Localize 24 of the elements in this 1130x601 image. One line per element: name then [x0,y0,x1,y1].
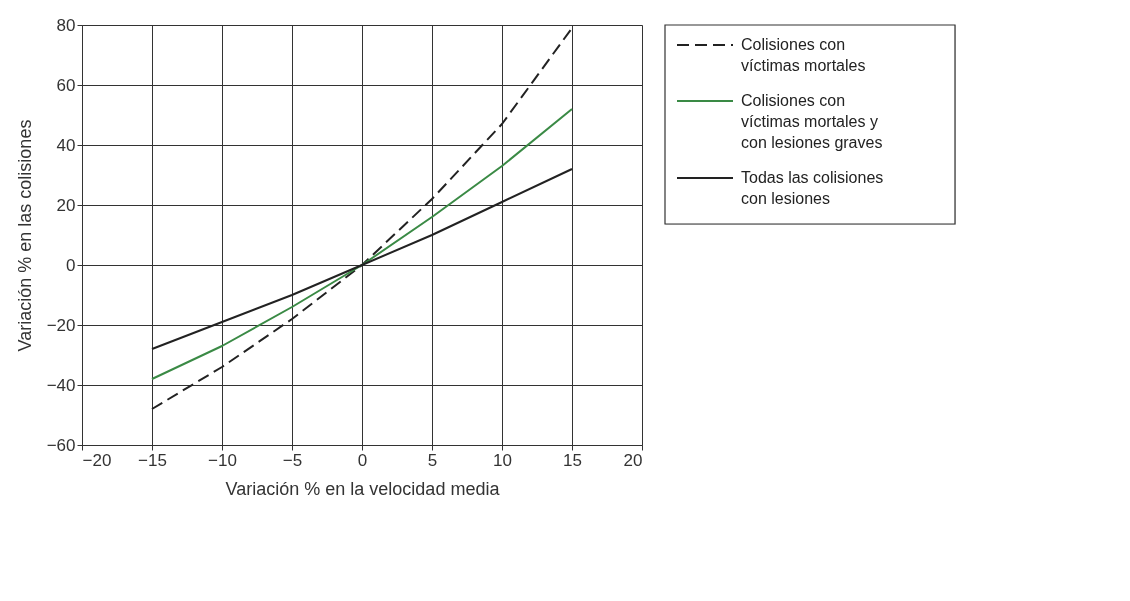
x-axis-title: Variación % en la velocidad media [225,478,501,499]
x-tick-label: −15 [138,450,167,470]
x-tick-label: −20 [82,450,112,470]
x-tick-label: 10 [493,450,512,470]
x-tick-label: −10 [208,450,237,470]
legend-label: Colisiones con víctimas mortales [741,36,866,74]
y-tick-label: −40 [46,375,76,395]
y-tick-label: 80 [56,15,76,35]
y-tick-label: 20 [56,195,76,215]
y-tick-label: 60 [56,75,76,95]
y-tick-label: −20 [46,315,76,335]
x-tick-label: 0 [357,450,368,470]
line-series [151,27,573,410]
y-axis-title: Variación % en las colisiones [14,119,35,352]
line-series [151,108,573,380]
y-tick-label: 40 [56,135,76,155]
x-tick-label: 20 [623,450,643,470]
legend-label: Colisiones con víctimas mortales y con lesiones graves [741,92,883,151]
x-tick-label: −5 [282,450,303,470]
y-tick-label: −60 [46,435,76,455]
x-tick-label: 15 [563,450,582,470]
y-tick-label: 0 [66,255,76,275]
legend-label: Todas las colisiones con lesiones [741,169,884,207]
x-tick-label: 5 [427,450,438,470]
